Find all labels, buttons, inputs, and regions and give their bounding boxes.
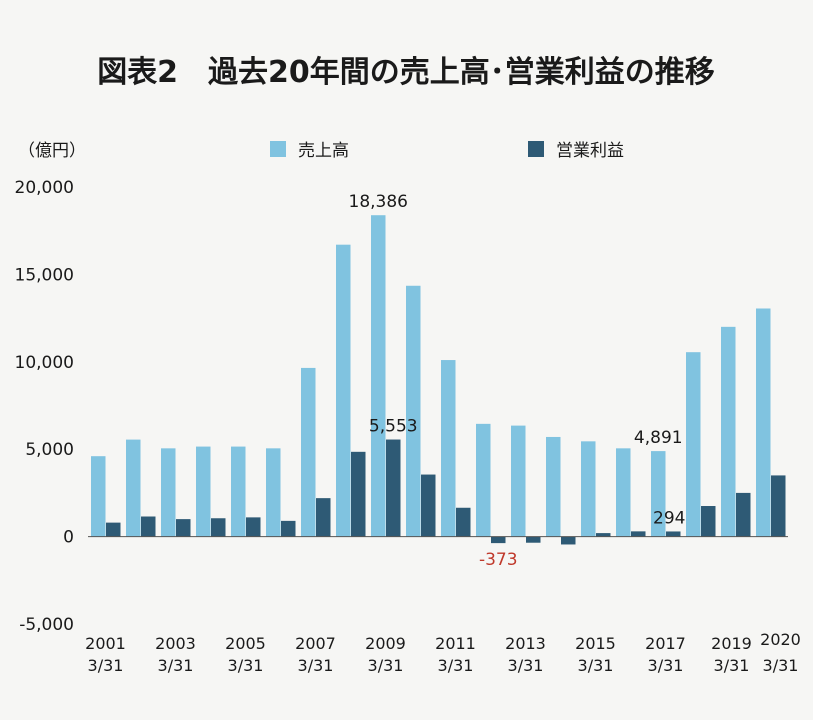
- y-tick-label: 0: [63, 528, 74, 548]
- operating-profit-bar: [771, 475, 786, 537]
- sales-bar: [231, 446, 246, 537]
- x-tick-date: 3/31: [438, 656, 474, 675]
- chart-title: 図表2 過去20年間の売上高･営業利益の推移: [97, 55, 715, 90]
- operating-profit-bar: [421, 474, 436, 537]
- sales-bar: [616, 448, 631, 537]
- x-tick-year: 2011: [435, 634, 476, 653]
- y-axis: 20,000 15,000 10,000 5,000 0 -5,000: [15, 178, 74, 635]
- x-tick-year: 2015: [575, 634, 616, 653]
- operating-profit-bar: [176, 519, 191, 537]
- operating-profit-bar: [141, 516, 156, 537]
- operating-profit-bar: [526, 536, 541, 543]
- sales-bar: [266, 448, 281, 537]
- x-tick-date: 3/31: [648, 656, 684, 675]
- y-tick-label: 10,000: [15, 353, 74, 373]
- sales-bar: [441, 360, 456, 537]
- x-tick-year: 2001: [85, 634, 126, 653]
- legend-label-profit: 営業利益: [556, 141, 624, 161]
- operating-profit-bar: [631, 531, 646, 537]
- x-tick-date: 3/31: [88, 656, 124, 675]
- operating-profit-bar: [386, 439, 401, 537]
- x-tick-date: 3/31: [763, 656, 799, 675]
- x-tick-date: 3/31: [228, 656, 264, 675]
- sales-bar: [756, 308, 771, 537]
- x-tick-year: 2007: [295, 634, 336, 653]
- y-tick-label: 15,000: [15, 265, 74, 285]
- x-tick-year: 2017: [645, 634, 686, 653]
- legend-label-sales: 売上高: [298, 141, 349, 161]
- operating-profit-bar: [666, 531, 681, 537]
- x-axis: 2001 3/31 2003 3/31 2005 3/31 2007 3/31 2009 3/31…: [85, 630, 801, 675]
- data-label: -373: [479, 550, 518, 570]
- sales-bar: [336, 244, 351, 537]
- sales-bar: [91, 456, 106, 537]
- x-tick-date: 3/31: [508, 656, 544, 675]
- x-tick-date: 3/31: [158, 656, 194, 675]
- sales-bar: [406, 285, 421, 537]
- operating-profit-bar: [736, 492, 751, 537]
- sales-bar: [161, 448, 176, 537]
- x-tick-date: 3/31: [298, 656, 334, 675]
- x-tick-year: 2003: [155, 634, 196, 653]
- operating-profit-bar: [211, 518, 226, 537]
- y-tick-label: 5,000: [25, 440, 74, 460]
- operating-profit-bar: [246, 517, 261, 537]
- sales-bar: [196, 446, 211, 537]
- legend: 売上高 営業利益: [270, 141, 624, 161]
- sales-bar: [686, 352, 701, 537]
- x-tick-date: 3/31: [578, 656, 614, 675]
- sales-bar: [651, 451, 666, 537]
- x-tick-date: 3/31: [714, 656, 750, 675]
- operating-profit-bar: [351, 451, 366, 537]
- operating-profit-bar: [281, 520, 296, 537]
- operating-profit-bar: [106, 522, 121, 537]
- operating-profit-bar: [316, 498, 331, 537]
- data-labels: 18,386 5,553 4,891 294 -373: [349, 192, 686, 570]
- data-label: 4,891: [634, 428, 683, 448]
- data-label: 18,386: [349, 192, 408, 212]
- legend-swatch-sales: [270, 141, 286, 157]
- x-tick-year: 2013: [505, 634, 546, 653]
- sales-bar: [371, 215, 386, 537]
- operating-profit-bar: [456, 507, 471, 537]
- sales-bar: [476, 423, 491, 537]
- sales-bar: [126, 439, 141, 537]
- sales-bar: [721, 326, 736, 537]
- operating-profit-bar: [701, 506, 716, 537]
- x-tick-year: 2019: [711, 634, 752, 653]
- sales-bar: [581, 441, 596, 537]
- sales-bar: [546, 436, 561, 537]
- x-tick-year: 2020: [760, 630, 801, 649]
- bars: [91, 215, 786, 545]
- x-tick-year: 2005: [225, 634, 266, 653]
- operating-profit-bar: [596, 533, 611, 537]
- y-tick-label: 20,000: [15, 178, 74, 198]
- legend-swatch-profit: [528, 141, 544, 157]
- x-tick-year: 2009: [365, 634, 406, 653]
- data-label: 294: [653, 508, 685, 528]
- y-tick-label: -5,000: [19, 615, 74, 635]
- operating-profit-bar: [491, 536, 506, 544]
- unit-label: （億円）: [18, 141, 86, 161]
- x-tick-date: 3/31: [368, 656, 404, 675]
- operating-profit-bar: [561, 536, 576, 545]
- sales-bar: [511, 425, 526, 537]
- data-label: 5,553: [369, 417, 418, 437]
- sales-bar: [301, 367, 316, 537]
